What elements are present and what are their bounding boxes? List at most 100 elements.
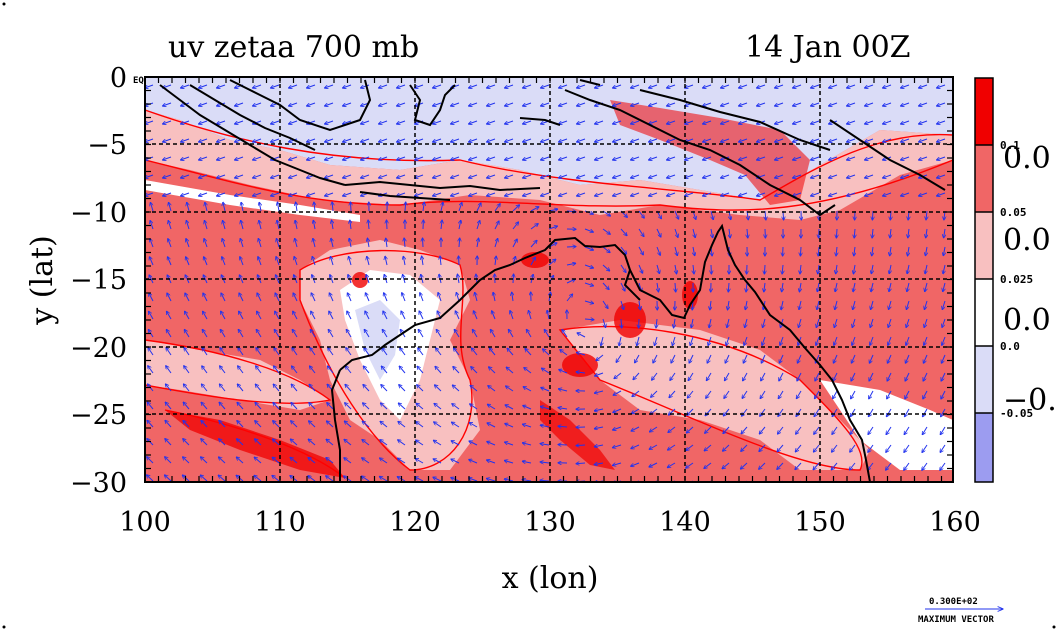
wind-vector	[453, 366, 460, 374]
wind-vector	[937, 102, 946, 106]
wind-vector	[364, 348, 370, 356]
wind-vector	[361, 476, 370, 482]
wind-vector	[865, 102, 874, 106]
wind-vector	[397, 192, 406, 196]
wind-vector	[778, 408, 784, 416]
wind-vector	[739, 174, 748, 178]
wind-vector	[183, 420, 190, 428]
wind-vector	[656, 264, 660, 274]
wind-vector	[814, 408, 820, 417]
wind-vector	[470, 385, 478, 392]
wind-vector	[904, 426, 910, 435]
wind-vector	[361, 120, 370, 124]
wind-vector	[829, 156, 838, 160]
wind-vector	[325, 102, 334, 106]
wind-vector	[721, 138, 730, 142]
wind-vector	[937, 156, 946, 160]
wind-vector	[379, 476, 388, 482]
wind-vector	[727, 318, 729, 328]
wind-vector	[217, 138, 226, 142]
colorbar-swatch	[975, 145, 993, 212]
wind-vector	[236, 457, 244, 464]
wind-vector	[775, 138, 784, 142]
wind-vector	[487, 102, 496, 106]
wind-vector	[238, 329, 244, 338]
wind-vector	[490, 329, 496, 338]
wind-vector	[510, 311, 514, 320]
wind-vector	[613, 426, 622, 430]
wind-vector	[202, 348, 208, 356]
wind-vector	[487, 460, 496, 464]
wind-vector	[710, 300, 711, 310]
wind-vector	[868, 426, 874, 435]
wind-vector	[380, 403, 388, 410]
wind-vector	[219, 420, 226, 428]
wind-vector	[486, 478, 496, 482]
y-tick-label: −30	[70, 468, 127, 499]
wind-vector	[742, 390, 748, 399]
wind-vector	[764, 282, 765, 292]
wind-vector	[595, 120, 604, 124]
colorbar-label: 0.1	[1000, 139, 1020, 152]
wind-vector	[504, 479, 514, 481]
wind-vector	[849, 462, 856, 470]
wind-vector	[817, 300, 819, 310]
wind-vector	[584, 282, 594, 286]
wind-vector	[363, 384, 370, 392]
wind-vector	[829, 84, 838, 88]
wind-vector	[253, 102, 262, 106]
wind-vector	[459, 238, 460, 248]
wind-vector	[257, 311, 262, 320]
wind-vector	[693, 246, 695, 256]
wind-vector	[332, 202, 333, 212]
wind-vector	[919, 156, 928, 160]
wind-vector	[530, 224, 538, 230]
wind-vector	[815, 372, 820, 381]
wind-vector	[690, 336, 694, 346]
wind-vector	[637, 336, 639, 346]
y-tick-label: 0	[110, 63, 127, 94]
wind-vector	[811, 138, 820, 142]
wind-vector	[332, 220, 334, 230]
colorbar-swatch	[975, 279, 993, 346]
wind-vector	[343, 102, 352, 106]
wind-vector	[219, 402, 226, 410]
wind-vector	[488, 386, 496, 392]
wind-vector	[888, 336, 892, 345]
wind-vector	[924, 336, 928, 345]
wind-vector	[199, 192, 208, 196]
wind-vector	[886, 462, 892, 470]
wind-vector	[853, 264, 855, 274]
wind-vector	[181, 84, 190, 88]
wind-vector	[729, 228, 730, 238]
wind-vector	[293, 311, 298, 320]
wind-vector	[365, 293, 370, 302]
wind-vector	[289, 84, 298, 88]
wind-vector	[199, 156, 208, 160]
wind-vector	[166, 366, 172, 374]
wind-vector	[940, 462, 946, 470]
wind-vector	[656, 246, 660, 255]
wind-vector	[675, 246, 677, 256]
wind-vector	[403, 274, 406, 284]
wind-vector	[541, 138, 550, 142]
wind-vector	[433, 120, 442, 124]
wind-vector	[889, 264, 891, 274]
wind-vector	[523, 387, 532, 392]
wind-vector	[833, 354, 838, 363]
wind-vector	[397, 138, 406, 142]
wind-vector	[149, 293, 154, 302]
wind-vector	[148, 348, 154, 356]
wind-vector	[631, 102, 640, 106]
wind-vector	[199, 84, 208, 88]
wind-vector	[471, 348, 478, 356]
borneo-coast	[229, 79, 372, 132]
wind-vector	[746, 282, 747, 292]
wind-vector	[454, 348, 460, 356]
wind-vector	[386, 238, 387, 248]
wind-vector	[649, 462, 658, 467]
wind-vector	[487, 192, 496, 196]
wind-vector	[379, 120, 388, 124]
wind-vector	[847, 120, 856, 124]
wind-vector	[595, 372, 604, 376]
